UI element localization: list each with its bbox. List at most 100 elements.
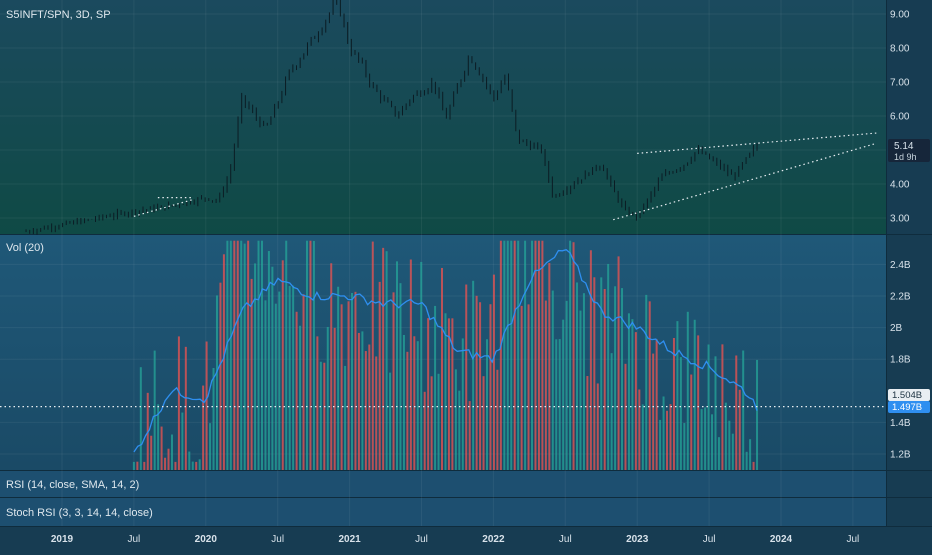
volume-bar <box>257 240 260 470</box>
volume-bar <box>337 286 340 470</box>
volume-bar <box>427 318 430 470</box>
volume-bar <box>513 240 516 470</box>
volume-bar <box>749 439 752 470</box>
volume-bar <box>634 332 637 470</box>
volume-ma-path <box>133 248 758 453</box>
volume-bar <box>465 284 468 470</box>
time-tick-label: Jul <box>703 534 716 545</box>
volume-bar <box>302 294 305 470</box>
volume-bar <box>679 357 682 470</box>
volume-bar <box>233 240 236 470</box>
symbol-title[interactable]: S5INFT/SPN, 3D, SP <box>6 9 111 21</box>
volume-bar <box>558 339 561 470</box>
volume-bar <box>132 461 135 470</box>
volume-bar <box>555 339 558 470</box>
volume-bar <box>648 301 651 470</box>
time-tick-label: 2020 <box>195 534 218 545</box>
volume-bar <box>624 363 627 470</box>
volume-bar <box>292 285 295 470</box>
volume-bar <box>288 286 291 470</box>
volume-bar <box>486 339 489 470</box>
volume-bar <box>745 451 748 470</box>
volume-bar <box>627 313 630 470</box>
volume-bar <box>676 321 679 470</box>
volume-bar <box>430 376 433 470</box>
stoch-rsi-pane-label[interactable]: Stoch RSI (3, 3, 14, 14, close) <box>6 507 153 519</box>
time-tick-label: 2019 <box>51 534 74 545</box>
volume-bar <box>527 304 530 470</box>
volume-bar <box>468 401 471 470</box>
volume-bar <box>181 412 184 470</box>
price-pane[interactable] <box>0 0 886 234</box>
rsi-pane[interactable] <box>0 471 886 497</box>
volume-tick-label: 1.8B <box>890 355 911 366</box>
volume-bar <box>260 240 263 470</box>
volume-bar <box>378 281 381 470</box>
volume-bar <box>202 385 205 470</box>
volume-bar <box>153 350 156 470</box>
volume-bar <box>541 240 544 470</box>
volume-bar <box>537 240 540 470</box>
volume-bar <box>707 344 710 470</box>
current-price-badge: 5.14 1d 9h <box>888 139 930 162</box>
time-axis-ticks: 2019 Jul 2020 Jul 2021 Jul 2022 Jul 2023 Jul 2024 J… <box>51 534 859 545</box>
volume-bar <box>409 259 412 470</box>
volume-bar <box>309 240 312 470</box>
volume-bar <box>704 407 707 470</box>
volume-bar <box>524 240 527 470</box>
volume-bar <box>167 448 170 470</box>
volume-bar <box>305 240 308 470</box>
volume-bar <box>396 261 399 470</box>
volume-bar <box>593 277 596 470</box>
volume-bar <box>139 367 142 470</box>
volume-bar <box>544 300 547 470</box>
volume-bar <box>565 300 568 470</box>
volume-bar <box>482 376 485 470</box>
volume-bar <box>330 263 333 470</box>
volume-pane-label[interactable]: Vol (20) <box>6 242 44 254</box>
volume-bar <box>731 433 734 470</box>
volume-bar <box>285 240 288 470</box>
price-axis-panel[interactable] <box>886 0 932 526</box>
volume-bar <box>717 437 720 470</box>
volume-bar <box>499 240 502 470</box>
volume-bar <box>184 346 187 470</box>
volume-bar <box>219 282 222 470</box>
trendlines[interactable] <box>0 132 886 408</box>
volume-bar <box>589 250 592 470</box>
volume-bar <box>686 311 689 470</box>
bar-countdown: 1d 9h <box>894 152 917 162</box>
volume-bar <box>690 374 693 470</box>
volume-bar <box>402 334 405 470</box>
price-tick-label: 7.00 <box>890 78 910 89</box>
current-price: 5.14 <box>894 141 914 152</box>
volume-bar <box>631 319 634 470</box>
volume-bar <box>475 295 478 470</box>
volume-bar <box>205 341 208 470</box>
volume-bar <box>638 389 641 470</box>
time-tick-label: 2023 <box>626 534 649 545</box>
volume-bar <box>174 461 177 470</box>
volume-bar <box>683 423 686 470</box>
volume-bar <box>454 369 457 470</box>
volume-bar <box>316 336 319 470</box>
volume-bar <box>621 288 624 470</box>
rsi-pane-label[interactable]: RSI (14, close, SMA, 14, 2) <box>6 479 139 491</box>
volume-bar <box>354 291 357 470</box>
volume-bar <box>666 410 669 470</box>
volume-bar <box>198 459 201 470</box>
volume-bar <box>531 240 534 470</box>
volume-bar <box>212 367 215 470</box>
volume-bar <box>655 339 658 470</box>
price-tick-label: 9.00 <box>890 10 910 21</box>
time-axis-panel[interactable] <box>0 527 932 550</box>
volume-bar <box>364 351 367 470</box>
volume-bar <box>700 409 703 470</box>
volume-bar <box>451 318 454 470</box>
volume-bar <box>215 295 218 470</box>
volume-bar <box>323 362 326 470</box>
time-tick-label: 2021 <box>338 534 361 545</box>
stoch-rsi-pane[interactable] <box>0 498 886 526</box>
volume-bar <box>693 319 696 470</box>
